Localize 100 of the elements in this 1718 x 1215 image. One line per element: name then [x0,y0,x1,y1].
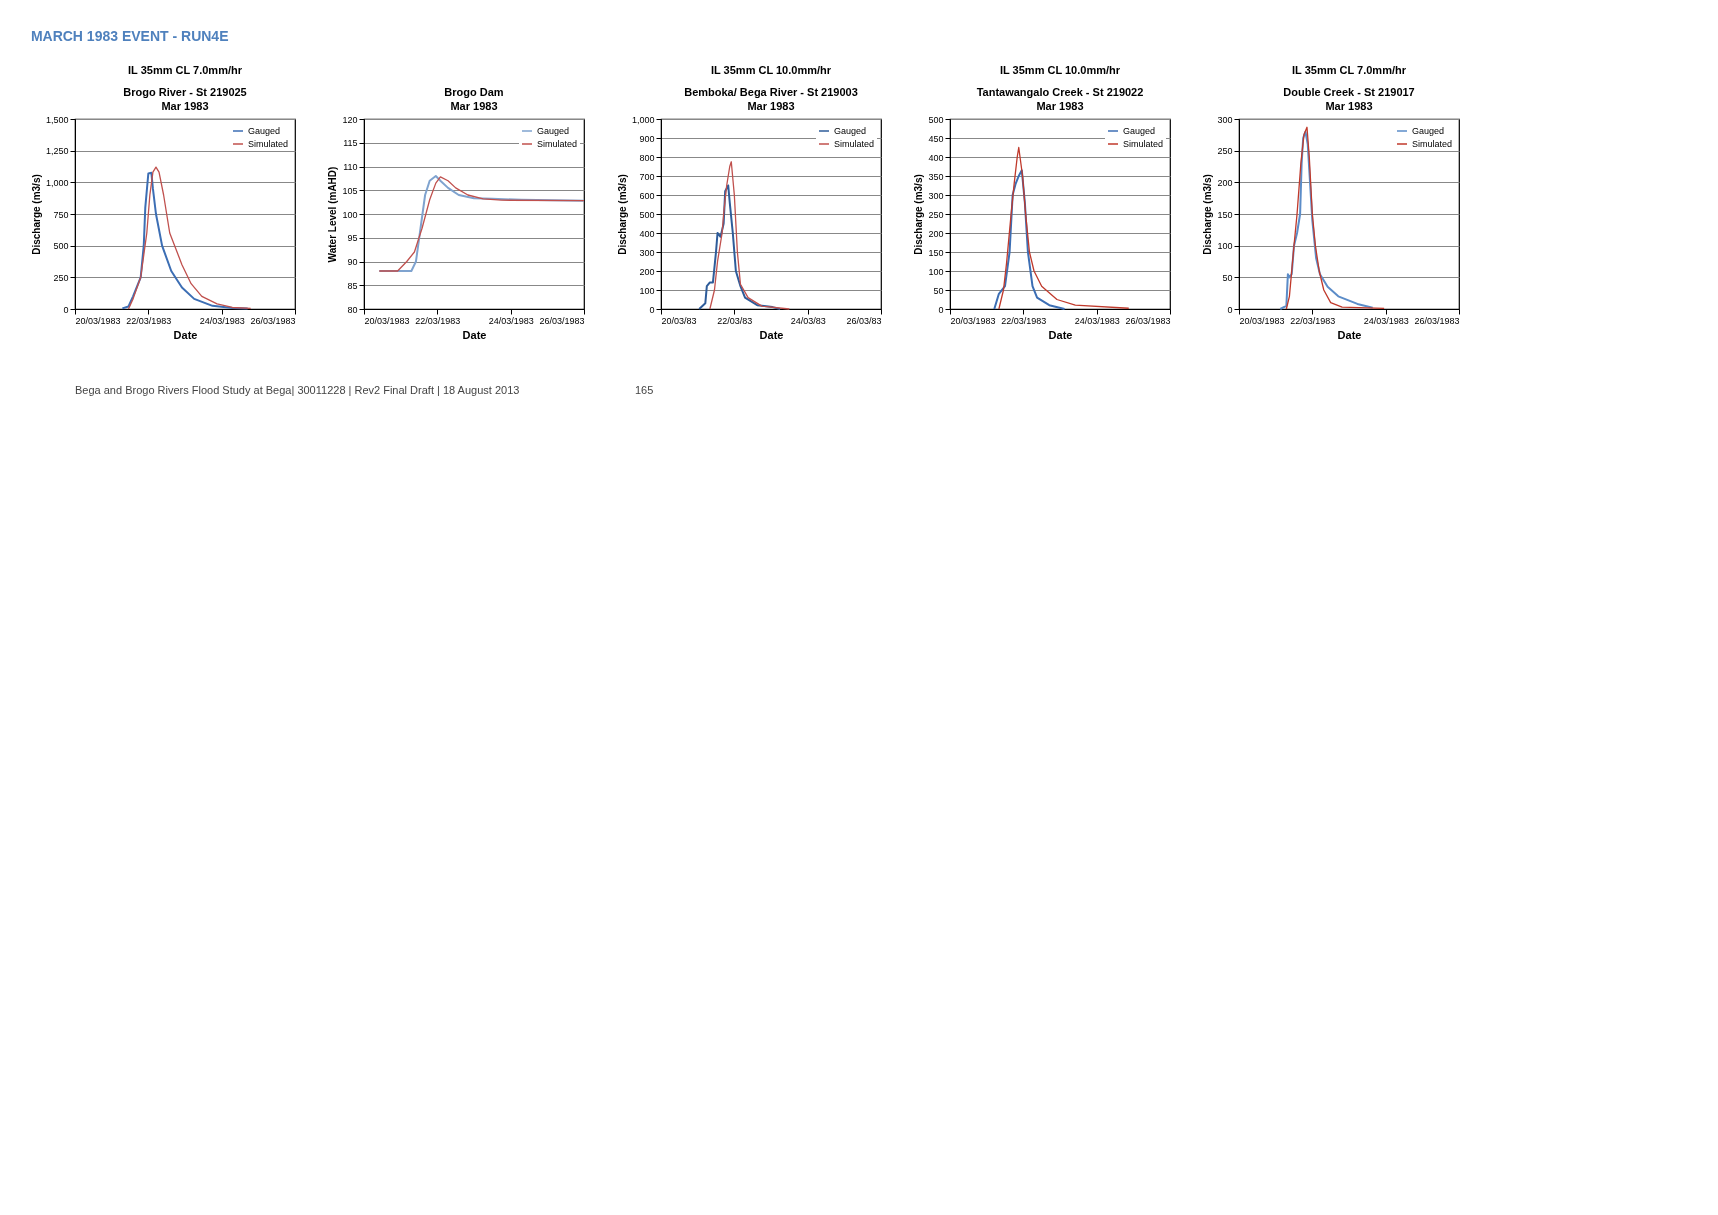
x-tick-label: 24/03/1983 [199,315,245,326]
legend-label: Simulated [248,139,289,149]
y-tick-label: 300 [928,190,944,201]
legend-label: Gauged [537,126,570,136]
x-axis-title: Date [759,328,784,341]
y-tick-label: 1,250 [45,146,69,157]
text: MARCH 1983 EVENT - RUN4E [30,28,229,45]
y-tick-label: 110 [343,162,358,172]
x-tick-label: 26/03/83 [846,315,882,326]
x-tick-label: 26/03/1983 [250,315,296,326]
y-tick-label: 100 [928,266,944,277]
y-tick-label: 100 [342,209,358,220]
y-tick-label: 200 [928,228,944,239]
chart-subtitle: Mar 1983 [1036,100,1084,112]
y-tick-label: 0 [63,304,69,315]
y-tick-label: 100 [1217,241,1233,252]
y-tick-label: 100 [639,285,655,296]
x-tick-label: 22/03/83 [717,315,753,326]
legend-label: Gauged [1123,126,1156,136]
y-tick-label: 0 [649,304,655,315]
x-tick-label: 20/03/83 [661,315,697,326]
x-tick-label: 20/03/1983 [950,315,996,326]
y-axis-title: Discharge (m3/s) [616,174,628,255]
x-tick-label: 20/03/1983 [1239,315,1285,326]
y-tick-label: 105 [342,185,358,196]
legend-label: Gauged [1412,126,1445,136]
x-tick-label: 20/03/1983 [364,315,410,326]
x-tick-label: 24/03/1983 [488,315,534,326]
y-tick-label: 300 [639,247,655,258]
y-tick-label: 250 [53,272,69,283]
y-tick-label: 150 [928,247,944,258]
x-tick-label: 26/03/1983 [1125,315,1171,326]
x-tick-label: 22/03/1983 [415,315,461,326]
y-tick-label: 1,500 [45,114,69,125]
x-tick-label: 24/03/83 [790,315,826,326]
y-tick-label: 400 [928,152,944,163]
y-tick-label: 400 [639,228,655,239]
x-tick-label: 22/03/1983 [1290,315,1336,326]
text: IL 35mm CL 10.0mm/hr [999,64,1121,76]
y-tick-label: 750 [53,209,69,220]
y-tick-label: 700 [639,171,655,182]
y-tick-label: 900 [639,133,655,144]
y-tick-label: 200 [639,266,655,277]
x-tick-label: 26/03/1983 [1414,315,1460,326]
x-tick-label: 26/03/1983 [539,315,585,326]
chart-title: Tantawangalo Creek - St 219022 [976,86,1144,98]
text: IL 35mm CL 7.0mm/hr [128,64,243,76]
chart-title: Double Creek - St 219017 [1283,86,1415,98]
y-tick-label: 600 [639,190,655,201]
y-tick-label: 95 [347,233,358,244]
chart-subtitle: Mar 1983 [1325,100,1373,112]
chart-title: Brogo River - St 219025 [123,86,247,98]
y-tick-label: 350 [928,171,944,182]
legend-label: Simulated [1123,139,1164,149]
legend-label: Gauged [834,126,867,136]
y-tick-label: 0 [1227,304,1233,315]
y-tick-label: 80 [347,304,358,315]
x-tick-label: 22/03/1983 [126,315,172,326]
x-tick-label: 22/03/1983 [1001,315,1047,326]
x-axis-title: Date [1048,328,1073,341]
chart-subtitle: Mar 1983 [747,100,795,112]
y-tick-label: 115 [343,138,358,149]
text: IL 35mm CL 10.0mm/hr [710,64,832,76]
text: Bega and Brogo Rivers Flood Study at Bega| 30011228 | Rev2 Final Draft | 18 August 2013 [75,384,520,396]
y-axis-title: Discharge (m3/s) [30,174,42,255]
chart-subtitle: Mar 1983 [450,100,498,112]
y-tick-label: 500 [639,209,655,220]
y-tick-label: 500 [53,241,69,252]
x-tick-label: 24/03/1983 [1363,315,1409,326]
y-tick-label: 800 [639,152,655,163]
x-axis-title: Date [462,328,487,341]
y-tick-label: 1,000 [45,177,69,188]
y-tick-label: 500 [928,114,944,125]
y-tick-label: 300 [1217,114,1233,125]
y-axis-title: Discharge (m3/s) [1202,174,1214,255]
y-tick-label: 0 [938,304,944,315]
line-series [993,169,1066,310]
legend-label: Gauged [248,126,281,136]
chart-title: Bemboka/ Bega River - St 219003 [684,86,858,98]
y-tick-label: 90 [347,257,358,267]
x-axis-title: Date [173,328,198,341]
y-tick-label: 200 [1217,177,1233,188]
line-series [998,146,1130,310]
y-tick-label: 450 [928,133,944,144]
y-tick-label: 150 [1217,209,1233,220]
text: 165 [635,384,654,396]
legend-label: Simulated [1412,139,1453,149]
y-tick-label: 50 [933,285,944,296]
x-tick-label: 24/03/1983 [1074,315,1120,326]
line-series [1285,126,1385,310]
y-tick-label: 1,000 [631,114,655,125]
y-tick-label: 85 [347,280,358,291]
line-series [1279,130,1374,310]
x-tick-label: 20/03/1983 [75,315,121,326]
x-axis-title: Date [1337,328,1362,341]
legend-label: Simulated [537,139,578,149]
chart-title: Brogo Dam [444,86,504,98]
line-series [698,184,782,310]
y-tick-label: 120 [342,114,358,125]
y-axis-title: Discharge (m3/s) [913,174,925,255]
